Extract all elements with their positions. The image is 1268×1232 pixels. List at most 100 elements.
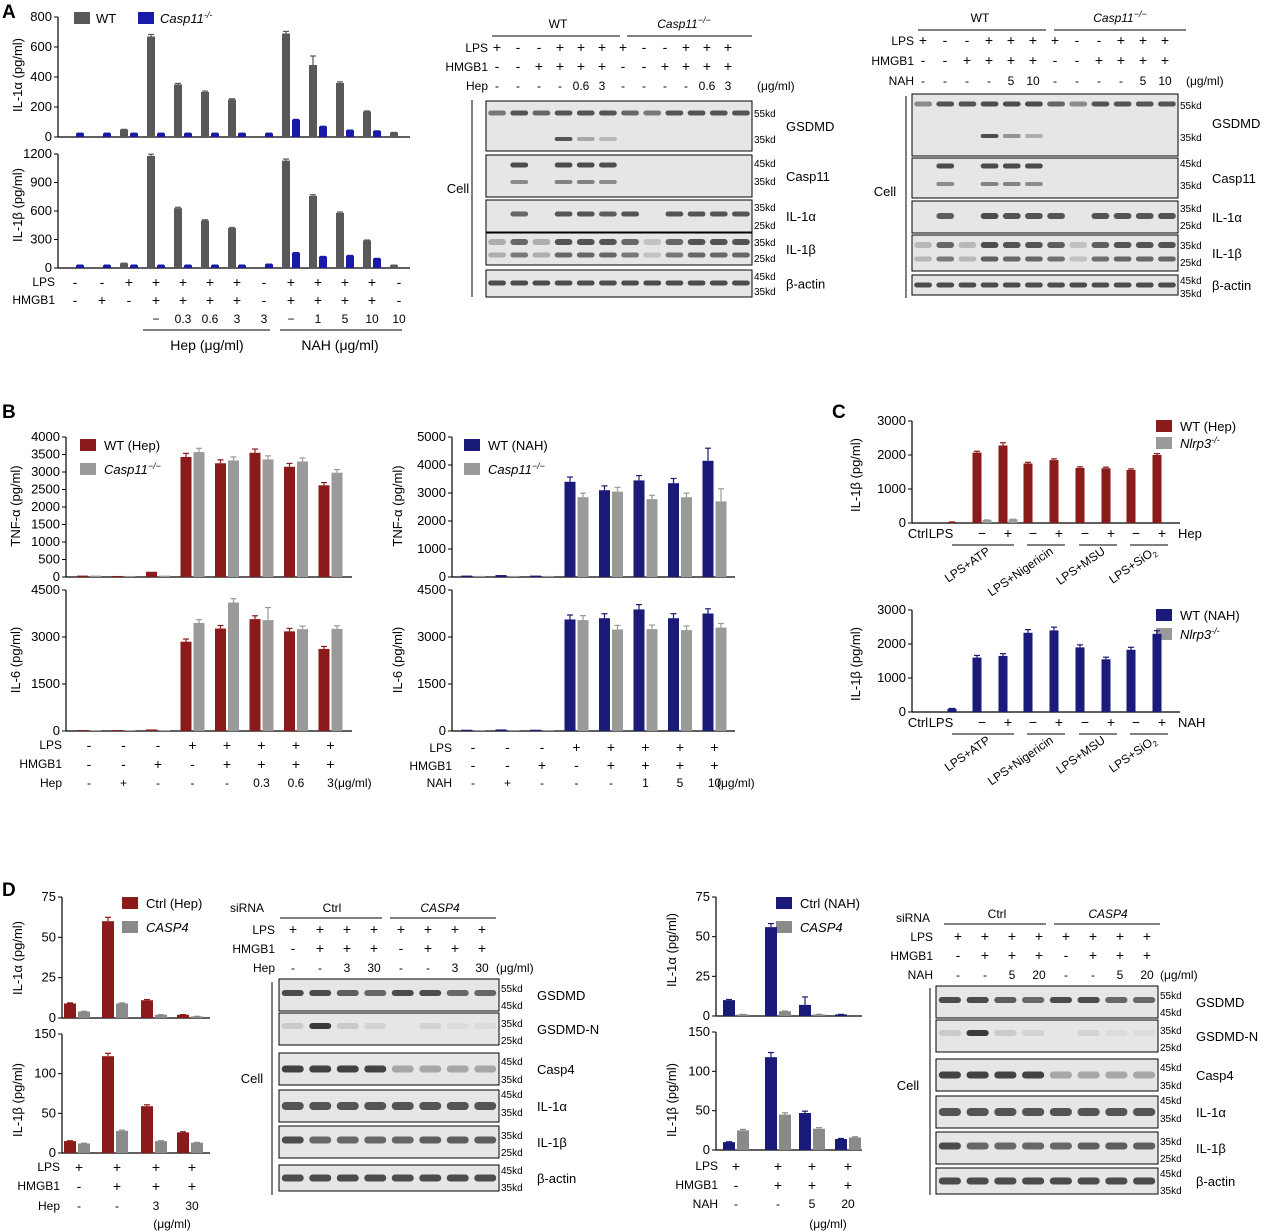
legend-swatch-wt bbox=[74, 12, 90, 24]
blot-hep-strip-2-band bbox=[665, 211, 684, 217]
d-blot-nah-rows-cell: 5 bbox=[1009, 968, 1016, 982]
c-pm-cell: − bbox=[978, 525, 986, 541]
b-tnf-nah-bar-a-5 bbox=[633, 480, 645, 577]
blot-hep-strip-3-band bbox=[510, 252, 529, 258]
blot-hep-strip-0-band bbox=[532, 110, 551, 116]
a-il1b-bar-a-8 bbox=[282, 160, 290, 268]
d-blot-hep-band-label: β-actin bbox=[537, 1171, 576, 1186]
d-blot-nah-band-label: IL-1α bbox=[1196, 1105, 1226, 1120]
d-blot-nah-band-label: IL-1β bbox=[1196, 1141, 1226, 1156]
blot-hep-strip-3-band bbox=[599, 252, 617, 258]
a-lps-cell: - bbox=[397, 274, 402, 290]
blot-hep-strip-2-band bbox=[732, 211, 750, 217]
blot-nah-rows-cell: 5 bbox=[1140, 74, 1147, 88]
d-blot-nah-rows-cell: - bbox=[1091, 968, 1095, 982]
blot-nah-rows-cell: + bbox=[985, 52, 993, 68]
blot-nah-rows-cell: - bbox=[943, 32, 948, 48]
d-hmgb1-cell: - bbox=[77, 1178, 82, 1194]
d-b-nah-bar-b-2 bbox=[813, 1128, 825, 1150]
d-blot-nah-band-label: β-actin bbox=[1196, 1174, 1235, 1189]
d-blot-nah-band-label: GSDMD-N bbox=[1196, 1029, 1258, 1044]
blot-nah-strip-3-band bbox=[1158, 256, 1176, 262]
blot-hep-strip-1-band bbox=[576, 162, 595, 168]
blot-hep-strip-1-band bbox=[576, 180, 595, 184]
b-hmgb1-cell: + bbox=[154, 756, 162, 772]
d-lps-cell: + bbox=[152, 1159, 160, 1175]
a-ylabel-il1a: IL-1α (pg/ml) bbox=[10, 38, 25, 112]
b-hmgb1-nah-cell: + bbox=[538, 757, 546, 773]
panel-d: Ctrl (Hep) CASP4 Ctrl (NAH) CASP4 IL-1α … bbox=[10, 889, 1258, 1231]
d-blot-hep-band-label: IL-1β bbox=[537, 1135, 567, 1150]
d-blot-hep-rows-cell: - bbox=[399, 961, 403, 975]
blot-nah-strip-0-band bbox=[1002, 101, 1021, 107]
a-il1a-ytick-label: 600 bbox=[30, 39, 52, 54]
blot-hep-strip-1-band bbox=[554, 162, 573, 168]
d-blot-hep-strip-1-band bbox=[281, 1023, 304, 1029]
blot-nah-strip-1 bbox=[911, 157, 1179, 199]
blot-hep-group-ko: Casp11−/− bbox=[657, 15, 711, 31]
d-blot-nah-rows-cell: - bbox=[1064, 968, 1068, 982]
blot-hep-rows-cell: - bbox=[642, 39, 647, 55]
c-lps-label: LPS bbox=[929, 715, 954, 730]
d-a-nah-ytick-label: 50 bbox=[696, 929, 710, 944]
d-blot-hep-strip-0-band bbox=[391, 990, 414, 996]
d-condition-rows: + - - + + - + +3 + +30 + - - + + - + +5 + +20 bbox=[75, 1158, 855, 1213]
d-blot-nah-strip-4-band bbox=[1105, 1142, 1128, 1150]
c-bot-bar-a-4 bbox=[1023, 632, 1033, 712]
c-stim-label: LPS+MSU bbox=[1054, 733, 1108, 777]
blot-nah-strip-4-band bbox=[1047, 282, 1065, 288]
a-il1b-bar-b-8 bbox=[292, 252, 300, 268]
d-a-hep-bar-a-0 bbox=[64, 1003, 76, 1018]
d-hmgb1-cell: + bbox=[188, 1178, 196, 1194]
b-tnf-nah-bar-a-1 bbox=[495, 575, 507, 577]
d-blot-hep-rows-cell: - bbox=[426, 961, 430, 975]
a-dose-cell: 0.6 bbox=[202, 312, 219, 326]
b-hmgb1-nah-cell: + bbox=[676, 757, 684, 773]
b-tnf-hep-bar-a-5 bbox=[249, 452, 261, 577]
d-blot-nah-strip-4-band bbox=[966, 1142, 989, 1150]
d-lps-nah-cell: + bbox=[774, 1158, 782, 1174]
b-lps-nah-cell: - bbox=[471, 739, 476, 755]
c-legend-label-wt-hep: WT (Hep) bbox=[1180, 419, 1236, 434]
d-b-hep-ytick-label: 100 bbox=[34, 1066, 56, 1081]
d-a-nah-ytick-label: 25 bbox=[696, 968, 710, 983]
blot-hep-strip-2-band bbox=[554, 211, 573, 217]
d-blot-nah-rows-cell: + bbox=[1116, 947, 1124, 963]
d-a-hep-bar-b-1 bbox=[116, 1003, 128, 1018]
b-il6-nah-bar-b-4 bbox=[612, 629, 623, 731]
d-blot-hep-strip-2-band bbox=[364, 1065, 387, 1073]
a-il1a-bar-a-11 bbox=[363, 111, 371, 137]
d-blot-nah-mw: 55kd bbox=[1160, 991, 1182, 1002]
blot-hep-strip-0-band bbox=[687, 110, 706, 116]
blot-nah-mw: 55kd bbox=[1180, 101, 1202, 112]
b-il6-nah-ytick-label: 4500 bbox=[417, 582, 446, 597]
a-il1a-chart: 0 200 400 600 800 bbox=[30, 9, 410, 144]
b-hmgb1-nah-cell: + bbox=[607, 757, 615, 773]
blot-hep-strip-0-band bbox=[576, 110, 595, 116]
b-nah-cell: - bbox=[471, 776, 475, 790]
blot-nah-condition-rows: + - - + + + + - - + + +- - + + + + - - + + + +- - - -5 10- - - -5 10 bbox=[919, 32, 1172, 88]
a-il1b-bar-b-9 bbox=[319, 256, 327, 268]
blot-nah-strip-1-band bbox=[1002, 163, 1021, 169]
d-blot-hep-strip-5-band bbox=[474, 1174, 497, 1182]
d-blot-hep-strip-5-band bbox=[281, 1174, 304, 1182]
b-tnf-hep-ytick-label: 2500 bbox=[31, 482, 60, 497]
c-drug-label: NAH bbox=[1178, 715, 1205, 730]
blot-nah-rows-cell: + bbox=[1139, 32, 1147, 48]
blot-hep-rows-cell: - bbox=[663, 39, 668, 55]
b-il6-hep-ytick-label: 1500 bbox=[31, 676, 60, 691]
c-legend-swatch-wt-nah bbox=[1156, 609, 1172, 621]
blot-nah-rows-cell: + bbox=[1029, 52, 1037, 68]
blot-nah-rows-cell: 10 bbox=[1158, 74, 1172, 88]
blot-nah-mw: 35kd bbox=[1180, 289, 1202, 300]
d-blot-hep-strip-2-band bbox=[309, 1065, 332, 1073]
a-il1a-bar-b-6 bbox=[238, 133, 246, 137]
blot-nah-rows-cell: + bbox=[1029, 32, 1037, 48]
blot-hep-strip-3-band bbox=[665, 252, 684, 258]
b-legend-swatch-casp11-nah bbox=[464, 463, 480, 475]
d-a-nah-bar-a-0 bbox=[723, 1000, 735, 1016]
d-blot-nah-strip-5-band bbox=[1105, 1177, 1128, 1185]
blot-nah-strip-2-band bbox=[936, 213, 955, 219]
panel-letter-b: B bbox=[2, 402, 16, 423]
blot-nah-mw: 25kd bbox=[1180, 221, 1202, 232]
